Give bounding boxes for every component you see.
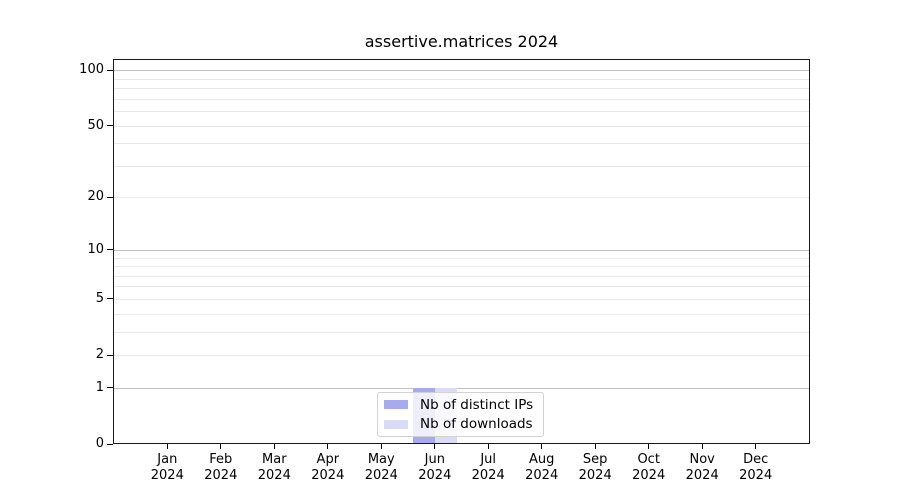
y-tick-mark: [107, 354, 113, 356]
x-tick-label: Dec 2024: [724, 452, 788, 483]
y-tick-mark: [107, 298, 113, 300]
y-tick-label: 50: [87, 117, 104, 133]
gridline-minor: [114, 98, 809, 100]
y-tick-mark: [107, 69, 113, 71]
y-tick-label: 20: [87, 189, 104, 205]
x-tick-mark: [166, 444, 168, 449]
x-tick-mark: [327, 444, 329, 449]
x-tick-label-line: Apr: [316, 452, 340, 467]
x-tick-label: Jan 2024: [135, 452, 199, 483]
x-tick-label-line: Mar: [262, 452, 287, 467]
x-tick-mark: [220, 444, 222, 449]
x-tick-label-line: 2024: [364, 467, 398, 483]
gridline-minor: [114, 111, 809, 113]
legend-label-distinct-ips: Nb of distinct IPs: [420, 396, 534, 413]
x-tick-mark: [487, 444, 489, 449]
legend-label-downloads: Nb of downloads: [420, 416, 533, 433]
x-tick-label-line: Jul: [480, 452, 497, 467]
x-tick-mark: [755, 444, 757, 449]
x-tick-label-line: 2024: [739, 467, 773, 483]
x-tick-label-line: Aug: [528, 452, 555, 467]
gridline-minor: [114, 298, 809, 300]
x-tick-label-line: Oct: [637, 452, 660, 467]
x-tick-label: Oct 2024: [617, 452, 681, 483]
gridline-major: [114, 387, 809, 389]
x-tick-label: Sep 2024: [563, 452, 627, 483]
gridline-minor: [114, 78, 809, 80]
y-tick-label: 10: [87, 241, 104, 257]
y-tick-label: 1: [95, 379, 104, 395]
x-tick-mark: [541, 444, 543, 449]
x-tick-label-line: Nov: [689, 452, 715, 467]
x-tick-label-line: Dec: [743, 452, 769, 467]
gridline-minor: [114, 286, 809, 288]
y-tick-mark: [107, 125, 113, 127]
x-tick-mark: [380, 444, 382, 449]
y-tick-label: 5: [95, 290, 104, 306]
y-tick-mark: [107, 196, 113, 198]
x-tick-label-line: 2024: [685, 467, 719, 483]
x-tick-label: Jul 2024: [456, 452, 520, 483]
x-tick-label: Nov 2024: [670, 452, 734, 483]
x-tick-label-line: 2024: [150, 467, 184, 483]
x-tick-label-line: May: [367, 452, 395, 467]
legend-item-distinct-ips: Nb of distinct IPs: [384, 395, 535, 415]
x-tick-label: Mar 2024: [242, 452, 306, 483]
gridline-minor: [114, 355, 809, 356]
x-tick-label-line: Feb: [209, 452, 233, 467]
y-tick-mark: [107, 249, 113, 251]
legend: Nb of distinct IPs Nb of downloads: [377, 392, 544, 437]
chart-title: assertive.matrices 2024: [364, 32, 559, 51]
x-tick-label-line: Jan: [157, 452, 178, 467]
gridline-minor: [114, 257, 809, 259]
x-tick-label-line: 2024: [632, 467, 666, 483]
x-tick-label: Jun 2024: [403, 452, 467, 483]
y-tick-label: 2: [95, 347, 104, 362]
x-tick-mark: [273, 444, 275, 449]
gridline-minor: [114, 88, 809, 90]
plot-area: [113, 59, 810, 444]
x-tick-label-line: 2024: [257, 467, 291, 483]
x-tick-label-line: Sep: [582, 452, 608, 467]
gridline-minor: [114, 331, 809, 333]
y-tick-label: 100: [79, 62, 104, 78]
x-tick-label-line: 2024: [311, 467, 345, 483]
x-tick-label-line: 2024: [525, 467, 559, 483]
gridline-minor: [114, 125, 809, 127]
x-tick-mark: [701, 444, 703, 449]
x-tick-label-line: Jun: [424, 452, 445, 467]
gridline-major: [114, 70, 809, 72]
y-tick-mark: [107, 387, 113, 389]
gridline-minor: [114, 313, 809, 315]
gridline-minor: [114, 266, 809, 267]
y-tick-label: 0: [95, 436, 104, 451]
legend-item-downloads: Nb of downloads: [384, 415, 535, 435]
x-tick-label: Apr 2024: [296, 452, 360, 483]
x-tick-label: Aug 2024: [510, 452, 574, 483]
x-tick-label-line: 2024: [418, 467, 452, 483]
gridline-minor: [114, 275, 809, 277]
gridline-minor: [114, 165, 809, 167]
x-tick-mark: [434, 444, 436, 449]
gridline-major: [114, 249, 809, 251]
y-tick-mark: [107, 443, 113, 445]
x-tick-mark: [648, 444, 650, 449]
gridline-minor: [114, 143, 809, 145]
x-tick-label-line: 2024: [471, 467, 505, 483]
x-tick-label: Feb 2024: [189, 452, 253, 483]
legend-swatch-distinct-ips: [384, 400, 408, 410]
x-tick-label-line: 2024: [578, 467, 612, 483]
x-tick-mark: [594, 444, 596, 449]
gridline-minor: [114, 197, 809, 199]
x-tick-label-line: 2024: [204, 467, 238, 483]
legend-swatch-downloads: [384, 419, 408, 429]
x-tick-label: May 2024: [349, 452, 413, 483]
